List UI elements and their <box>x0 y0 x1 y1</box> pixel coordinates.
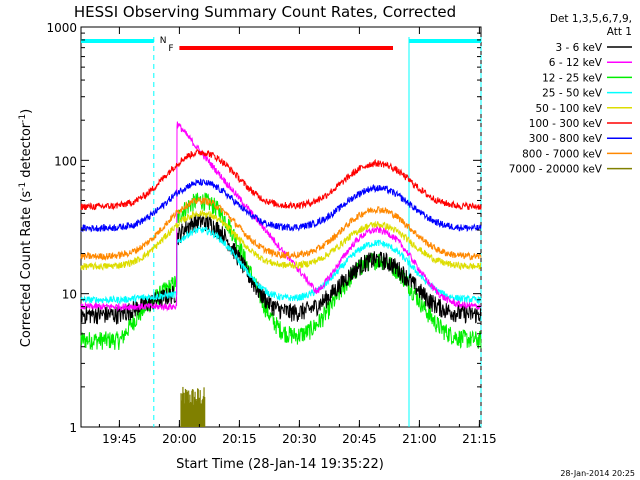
x-tick-label: 20:00 <box>162 432 197 446</box>
legend-label: 3 - 6 keV <box>555 42 602 54</box>
series-line <box>80 178 482 233</box>
plot-frame <box>80 26 482 428</box>
legend-label: 800 - 7000 keV <box>522 148 603 160</box>
y-axis-label: Corrected Count Rate (s-1 detector-1) <box>18 109 34 347</box>
series-line <box>80 148 482 211</box>
series-line <box>80 196 482 261</box>
series-layer <box>80 121 482 427</box>
x-tick-label: 21:00 <box>402 432 437 446</box>
legend-label: 300 - 800 keV <box>529 133 603 145</box>
x-tick-label: 19:45 <box>102 432 137 446</box>
plot-area <box>80 26 482 428</box>
axes: 19:45 20:00 20:15 20:30 20:45 21:00 21:15 1 10 10… <box>46 21 496 446</box>
legend-label: 100 - 300 keV <box>529 118 603 130</box>
series-line <box>80 224 482 305</box>
y-tick-label: 1 <box>69 421 77 435</box>
legend: Det 1,3,5,6,7,9,Att 1 3 - 6 keV 6 - 12 keV… <box>509 13 632 176</box>
legend-label: 50 - 100 keV <box>535 103 602 115</box>
series-line <box>80 213 482 325</box>
legend-label: 12 - 25 keV <box>542 72 603 84</box>
chart-title: HESSI Observing Summary Count Rates, Cor… <box>74 3 456 21</box>
x-tick-label: 20:45 <box>342 432 377 446</box>
legend-label: 7000 - 20000 keV <box>509 164 603 176</box>
timestamp: 28-Jan-2014 20:25 <box>560 469 635 478</box>
legend-label: 6 - 12 keV <box>549 57 603 69</box>
y-tick-label: 100 <box>54 154 77 168</box>
x-tick-label: 20:30 <box>282 432 317 446</box>
x-tick-label: 21:15 <box>462 432 497 446</box>
legend-header: Det 1,3,5,6,7,9, <box>550 13 632 25</box>
series-line <box>180 386 206 427</box>
night-boundary-lines <box>153 37 482 427</box>
x-axis-label: Start Time (28-Jan-14 19:35:22) <box>176 457 384 472</box>
series-line <box>80 121 482 312</box>
y-tick-label: 1000 <box>46 21 77 35</box>
series-line <box>80 192 482 350</box>
y-tick-label: 10 <box>62 288 77 302</box>
flag-bars: FN <box>81 36 481 54</box>
x-tick-label: 20:15 <box>222 432 257 446</box>
series-line <box>80 209 482 271</box>
flag-label: N <box>160 36 167 46</box>
flag-label: F <box>168 44 173 54</box>
legend-label: 25 - 50 keV <box>542 88 603 100</box>
legend-header: Att 1 <box>607 26 632 38</box>
